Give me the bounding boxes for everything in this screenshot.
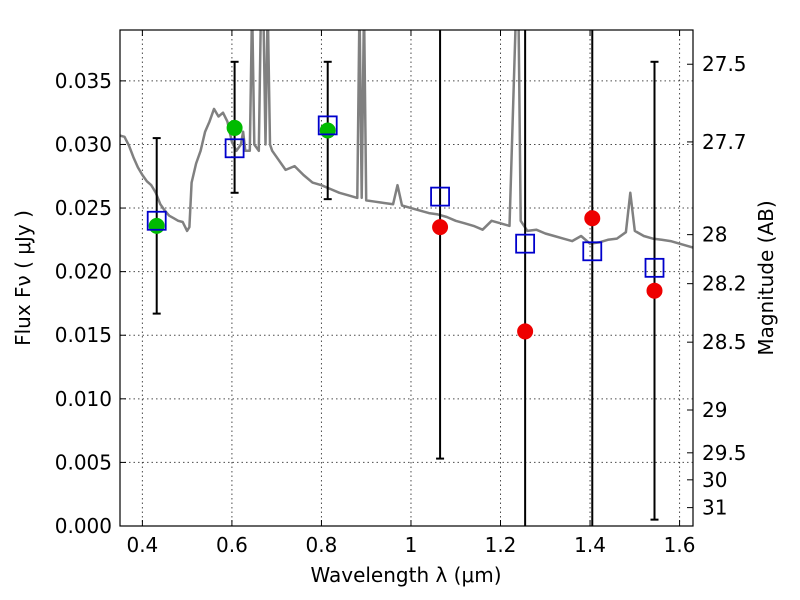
y-tick-label: 0.010 [55, 387, 112, 411]
right-tick-label: 27.5 [702, 52, 747, 76]
non-detection-point [646, 282, 663, 299]
detection-point [226, 119, 243, 136]
y-axis-label: Flux Fν ( μJy ) [11, 210, 35, 346]
grid-lines [120, 30, 693, 527]
right-tick-label: 27.7 [702, 130, 747, 154]
right-axis-label: Magnitude (AB) [754, 200, 778, 355]
y-tick-label: 0.030 [55, 132, 112, 156]
model-photometry-square [644, 257, 665, 278]
y-tick-label: 0.000 [55, 514, 112, 538]
right-tick-label: 28.2 [702, 272, 747, 296]
model-photometry-square [317, 115, 338, 136]
model-photometry-square [582, 241, 603, 262]
y-tick-label: 0.015 [55, 323, 112, 347]
markers [146, 115, 665, 340]
detection-point [148, 217, 165, 234]
y-tick-label: 0.025 [55, 196, 112, 220]
x-axis-label: Wavelength λ (μm) [310, 563, 501, 587]
y-tick-label: 0.005 [55, 450, 112, 474]
plot-frame [119, 29, 694, 527]
model-photometry-square [515, 233, 536, 254]
plot-area [120, 30, 693, 526]
right-tick-label: 31 [702, 496, 727, 520]
y-tick-label: 0.035 [55, 69, 112, 93]
x-tick-label: 1.6 [664, 533, 696, 557]
axis-ticks: 0.4 0.6 0.8 1 1.2 1.4 1.6 0.000 0.005 0.010 0.015 0… [55, 30, 747, 557]
x-tick-label: 1.2 [485, 533, 517, 557]
model-photometry-square [224, 138, 245, 159]
non-detection-point [517, 323, 534, 340]
right-tick-label: 29.5 [702, 441, 747, 465]
right-tick-label: 29 [702, 398, 727, 422]
non-detection-point [432, 219, 449, 236]
detection-point [319, 122, 336, 139]
right-tick-label: 30 [702, 468, 727, 492]
right-tick-label: 28.5 [702, 330, 747, 354]
x-tick-label: 1 [405, 533, 418, 557]
x-tick-label: 1.4 [574, 533, 606, 557]
right-tick-label: 28 [702, 223, 727, 247]
plot-background [120, 30, 693, 526]
y-tick-label: 0.020 [55, 260, 112, 284]
x-tick-label: 0.8 [306, 533, 338, 557]
x-tick-label: 0.4 [126, 533, 158, 557]
model-photometry-square [146, 210, 167, 231]
non-detection-point [584, 210, 601, 227]
model-spectrum-line [120, 30, 693, 249]
x-tick-label: 0.6 [216, 533, 248, 557]
model-photometry-square [430, 186, 450, 207]
